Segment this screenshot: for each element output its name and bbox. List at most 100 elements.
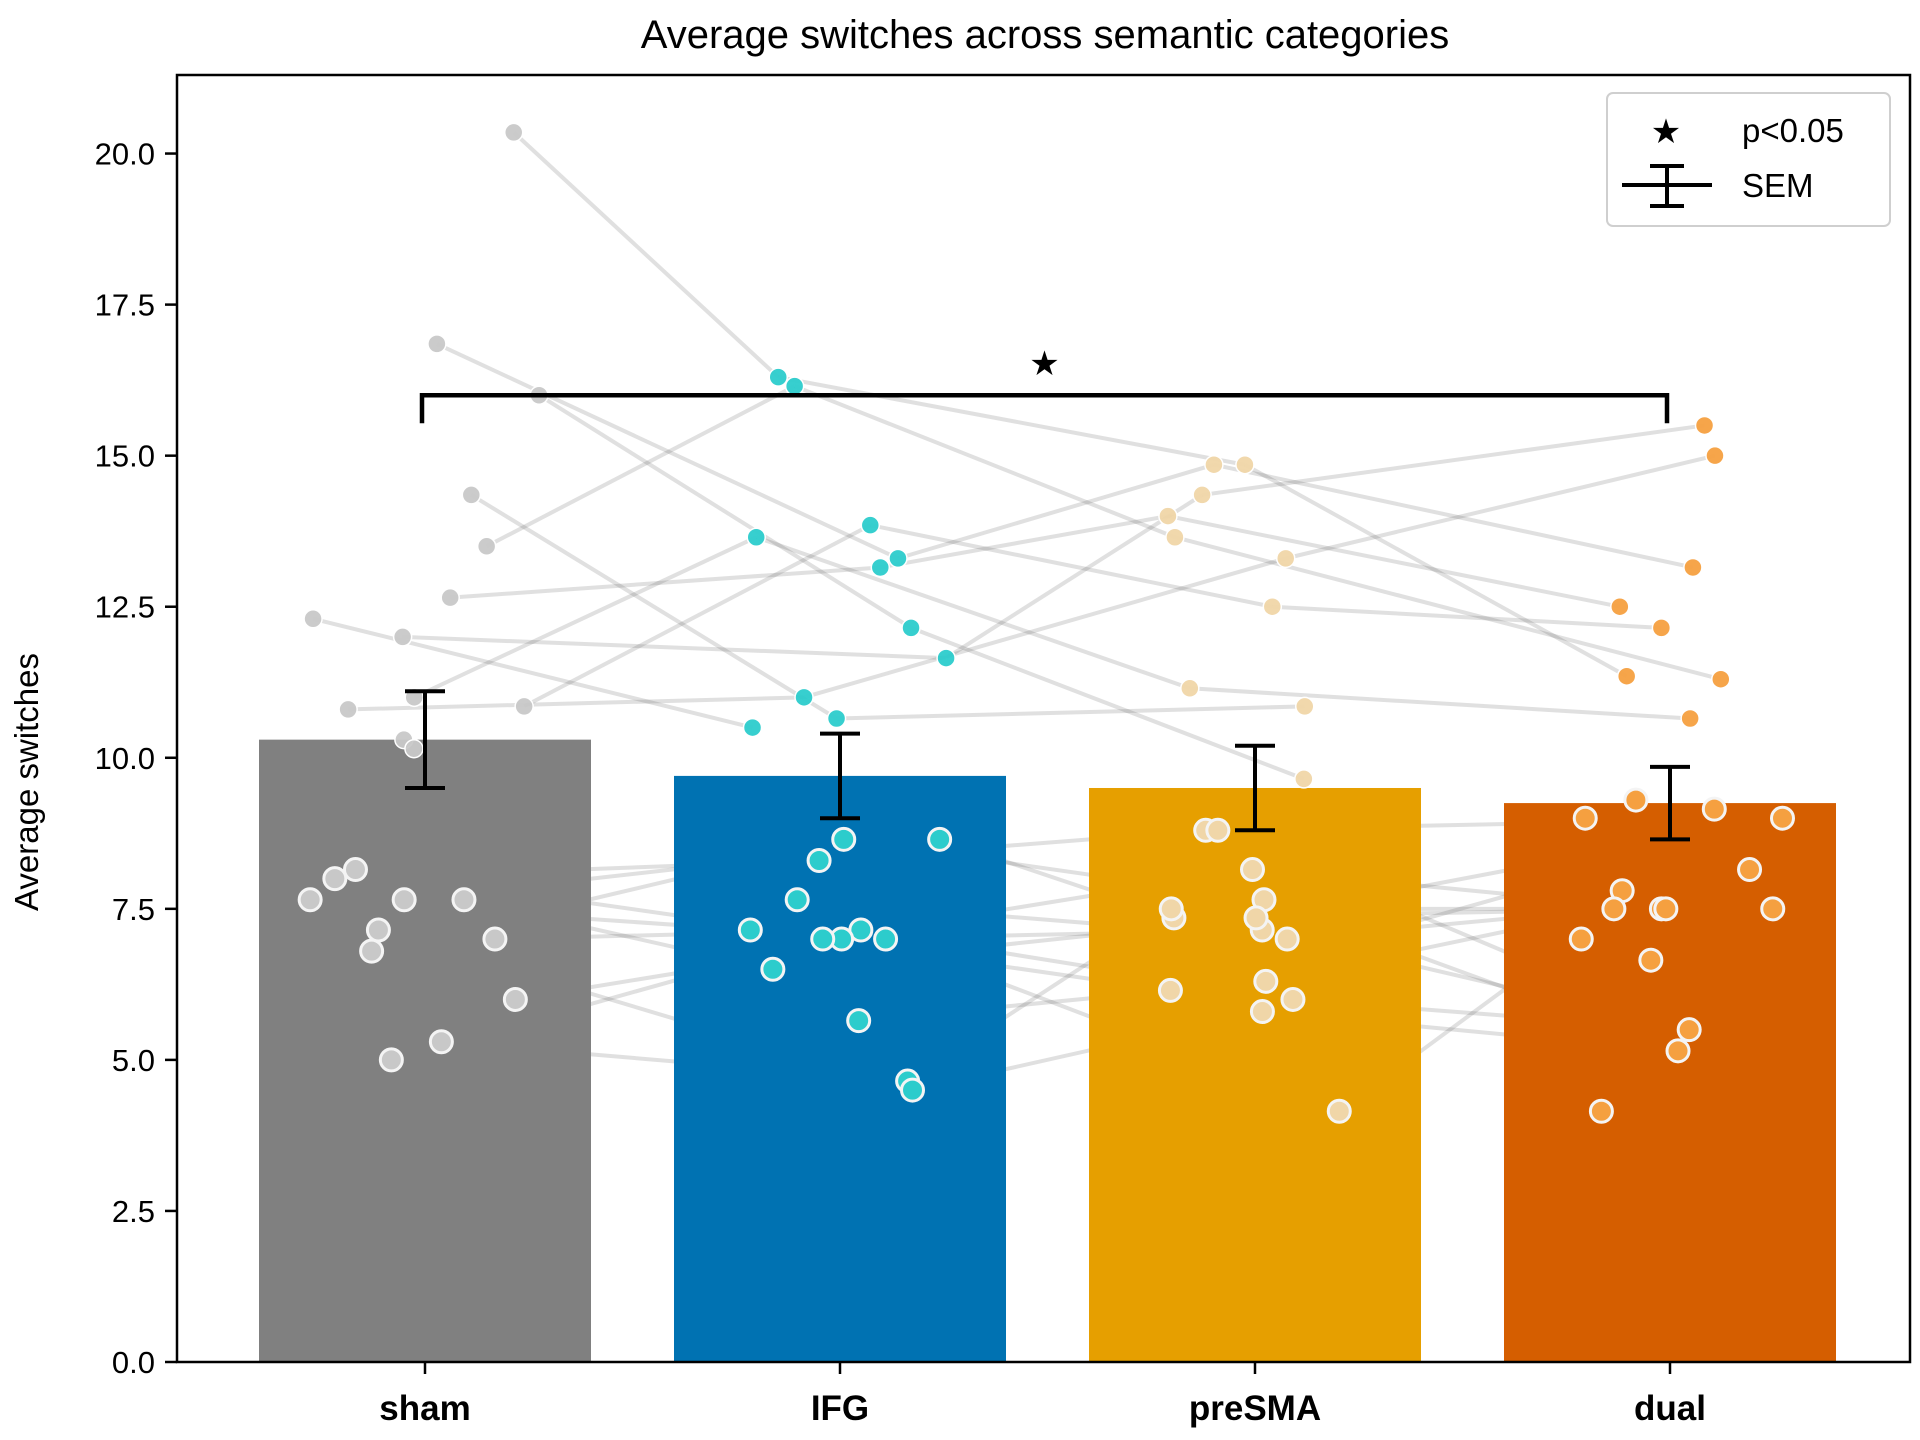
data-point-dual [1610, 596, 1630, 617]
data-point-IFG [784, 887, 810, 913]
y-tick-label: 20.0 [95, 137, 155, 172]
significance-bracket: ★ [419, 344, 1670, 424]
data-point-IFG [794, 687, 814, 708]
data-point-sham [392, 627, 413, 647]
significance-star-icon: ★ [1029, 344, 1059, 384]
subject-line [1243, 462, 1628, 678]
data-point-IFG [784, 376, 805, 396]
data-point-IFG [870, 557, 891, 578]
y-tick-label: 7.5 [112, 892, 155, 927]
data-point-IFG [737, 917, 763, 943]
data-point-dual [1701, 796, 1727, 822]
data-point-sham [365, 917, 391, 943]
y-axis-label: Average switches [8, 653, 45, 911]
data-point-preSMA [1326, 1098, 1352, 1124]
data-point-dual [1568, 926, 1594, 952]
data-point-IFG [873, 926, 899, 952]
data-point-dual [1711, 669, 1731, 689]
data-point-preSMA [1158, 896, 1184, 922]
data-point-preSMA [1253, 968, 1279, 994]
subject-line [1272, 604, 1662, 630]
data-point-IFG [888, 548, 908, 569]
data-point-preSMA [1157, 977, 1183, 1003]
data-point-sham [342, 857, 368, 883]
subject-line [879, 514, 1169, 570]
subject-line [910, 625, 1305, 781]
data-point-IFG [936, 648, 956, 668]
data-point-dual [1705, 445, 1725, 466]
subject-line [523, 523, 872, 709]
legend-errorbar-icon [1622, 164, 1712, 208]
data-point-preSMA [1294, 769, 1314, 789]
data-point-preSMA [1295, 696, 1315, 717]
data-point-dual [1680, 708, 1700, 729]
data-point-dual [1683, 557, 1703, 578]
data-point-preSMA [1243, 905, 1269, 931]
data-point-IFG [806, 847, 832, 873]
subject-line [402, 634, 947, 661]
bar-sham [259, 739, 591, 1362]
data-point-IFG [742, 717, 763, 738]
data-point-dual [1737, 857, 1763, 883]
data-point-preSMA [1192, 485, 1212, 505]
data-point-sham [514, 696, 534, 717]
data-point-dual [1651, 618, 1672, 638]
data-point-sham [378, 1047, 404, 1073]
data-point-sham [359, 938, 385, 964]
legend: ★ p<0.05 SEM [1606, 92, 1891, 227]
y-tick-label: 2.5 [112, 1194, 155, 1229]
data-point-dual [1760, 896, 1786, 922]
subject-line [869, 523, 1273, 609]
y-tick-label: 5.0 [112, 1043, 155, 1078]
subject-points [297, 122, 1795, 1124]
bar-IFG [674, 775, 1006, 1362]
data-point-sham [461, 485, 482, 505]
x-tick-label-dual: dual [1634, 1389, 1706, 1428]
data-point-preSMA [1262, 596, 1283, 617]
subject-line [450, 565, 881, 600]
data-point-dual [1694, 415, 1715, 436]
data-point-sham [338, 699, 358, 720]
subject-line [1285, 453, 1716, 561]
data-point-preSMA [1165, 527, 1185, 547]
x-tick-label-preSMA: preSMA [1189, 1389, 1321, 1428]
subject-line [1189, 686, 1691, 721]
subject-line [803, 556, 1287, 700]
subject-line [436, 342, 899, 561]
data-point-sham [476, 536, 497, 557]
data-point-IFG [900, 1077, 926, 1103]
data-point-preSMA [1275, 548, 1296, 569]
x-tick-label-IFG: IFG [811, 1389, 869, 1428]
data-point-preSMA [1180, 678, 1200, 699]
y-tick-label: 12.5 [95, 590, 155, 625]
subject-line [1201, 423, 1705, 497]
data-point-sham [482, 926, 508, 952]
data-point-preSMA [1274, 926, 1300, 952]
bars [259, 739, 1836, 1362]
data-point-IFG [746, 527, 766, 547]
data-point-IFG [927, 826, 953, 852]
data-point-sham [303, 609, 323, 629]
data-point-preSMA [1280, 986, 1306, 1012]
data-point-sham [391, 887, 417, 913]
data-point-IFG [901, 618, 921, 638]
y-tick-label: 10.0 [95, 741, 155, 776]
data-point-IFG [846, 1008, 872, 1034]
data-point-sham [427, 334, 447, 354]
data-point-IFG [760, 956, 786, 982]
data-point-preSMA [1239, 857, 1265, 883]
data-point-dual [1623, 787, 1649, 813]
data-point-dual [1588, 1098, 1614, 1124]
error-bars [405, 689, 1690, 842]
data-point-dual [1653, 896, 1679, 922]
subject-line [413, 535, 758, 700]
subject-line [1174, 535, 1722, 682]
axes: 0.0 2.5 5.0 7.5 10.0 12.5 15.0 17.5 20.0 sham IFG p… [95, 73, 1912, 1428]
y-tick-label: 17.5 [95, 288, 155, 323]
data-point-sham [503, 122, 524, 143]
subject-line [470, 493, 838, 721]
data-point-sham [502, 986, 528, 1012]
subject-line [793, 384, 1176, 540]
data-point-sham [440, 587, 460, 608]
